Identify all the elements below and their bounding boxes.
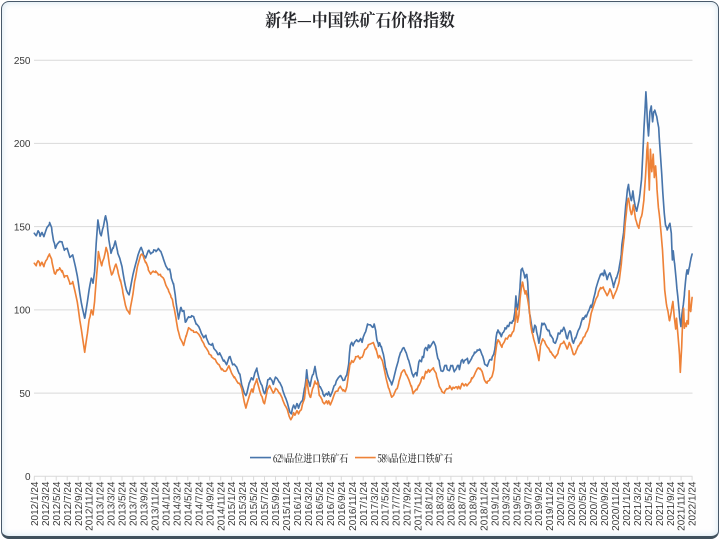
svg-text:2012/9/24: 2012/9/24 — [74, 481, 85, 526]
svg-text:2016/5/24: 2016/5/24 — [315, 481, 326, 526]
svg-text:2021/5/24: 2021/5/24 — [644, 481, 655, 526]
svg-text:2020/9/24: 2020/9/24 — [600, 481, 611, 526]
svg-text:2015/3/24: 2015/3/24 — [238, 481, 249, 526]
svg-text:2017/5/24: 2017/5/24 — [381, 481, 392, 526]
svg-text:2013/9/24: 2013/9/24 — [140, 481, 151, 526]
svg-text:2020/7/24: 2020/7/24 — [589, 481, 600, 526]
svg-text:2015/11/24: 2015/11/24 — [282, 481, 293, 531]
svg-text:2019/1/24: 2019/1/24 — [490, 481, 501, 526]
svg-text:2014/3/24: 2014/3/24 — [172, 481, 183, 526]
svg-text:2017/1/24: 2017/1/24 — [359, 481, 370, 526]
svg-text:2018/1/24: 2018/1/24 — [425, 481, 436, 526]
svg-text:2012/1/24: 2012/1/24 — [30, 481, 41, 526]
svg-text:2014/1/24: 2014/1/24 — [162, 481, 173, 526]
svg-text:2012/3/24: 2012/3/24 — [41, 481, 52, 526]
svg-text:2014/9/24: 2014/9/24 — [205, 481, 216, 526]
svg-text:2013/1/24: 2013/1/24 — [96, 481, 107, 526]
svg-text:2012/5/24: 2012/5/24 — [52, 481, 63, 526]
svg-text:2017/3/24: 2017/3/24 — [370, 481, 381, 526]
svg-text:2020/3/24: 2020/3/24 — [567, 481, 578, 526]
svg-text:2015/9/24: 2015/9/24 — [271, 481, 282, 526]
svg-text:2021/3/24: 2021/3/24 — [633, 481, 644, 526]
svg-text:2017/7/24: 2017/7/24 — [392, 481, 403, 526]
svg-text:2013/5/24: 2013/5/24 — [118, 481, 129, 526]
svg-text:2019/5/24: 2019/5/24 — [512, 481, 523, 526]
svg-text:2020/1/24: 2020/1/24 — [556, 481, 567, 526]
svg-text:2022/1/24: 2022/1/24 — [688, 481, 699, 526]
svg-text:2020/11/24: 2020/11/24 — [611, 481, 622, 531]
svg-text:2017/11/24: 2017/11/24 — [414, 481, 425, 531]
svg-text:2016/11/24: 2016/11/24 — [348, 481, 359, 531]
svg-text:2018/11/24: 2018/11/24 — [479, 481, 490, 531]
svg-text:2021/9/24: 2021/9/24 — [666, 481, 677, 526]
svg-text:2013/3/24: 2013/3/24 — [107, 481, 118, 526]
svg-text:0: 0 — [25, 472, 31, 483]
svg-text:2020/5/24: 2020/5/24 — [578, 481, 589, 526]
svg-text:2014/11/24: 2014/11/24 — [216, 481, 227, 531]
svg-text:2014/7/24: 2014/7/24 — [194, 481, 205, 526]
svg-text:2015/1/24: 2015/1/24 — [227, 481, 238, 526]
svg-text:2018/9/24: 2018/9/24 — [468, 481, 479, 526]
svg-text:2019/3/24: 2019/3/24 — [501, 481, 512, 526]
svg-text:2013/7/24: 2013/7/24 — [129, 481, 140, 526]
svg-text:100: 100 — [14, 306, 31, 317]
svg-text:2012/11/24: 2012/11/24 — [85, 481, 96, 531]
svg-text:2015/5/24: 2015/5/24 — [249, 481, 260, 526]
svg-text:50: 50 — [19, 389, 31, 400]
svg-text:2018/5/24: 2018/5/24 — [447, 481, 458, 526]
svg-text:2016/3/24: 2016/3/24 — [304, 481, 315, 526]
svg-text:2016/1/24: 2016/1/24 — [293, 481, 304, 526]
svg-text:2016/7/24: 2016/7/24 — [326, 481, 337, 526]
svg-text:2017/9/24: 2017/9/24 — [403, 481, 414, 526]
svg-text:2018/3/24: 2018/3/24 — [436, 481, 447, 526]
svg-text:2019/11/24: 2019/11/24 — [545, 481, 556, 531]
svg-text:2019/9/24: 2019/9/24 — [534, 481, 545, 526]
svg-text:2014/5/24: 2014/5/24 — [183, 481, 194, 526]
svg-text:2021/1/24: 2021/1/24 — [622, 481, 633, 526]
svg-text:2012/7/24: 2012/7/24 — [63, 481, 74, 526]
svg-text:200: 200 — [14, 139, 31, 150]
svg-text:2018/7/24: 2018/7/24 — [458, 481, 469, 526]
svg-text:2015/7/24: 2015/7/24 — [260, 481, 271, 526]
svg-text:150: 150 — [14, 222, 31, 233]
svg-text:2019/7/24: 2019/7/24 — [523, 481, 534, 526]
svg-text:2021/7/24: 2021/7/24 — [655, 481, 666, 526]
svg-text:250: 250 — [14, 56, 31, 67]
svg-text:2021/11/24: 2021/11/24 — [677, 481, 688, 531]
svg-text:2016/9/24: 2016/9/24 — [337, 481, 348, 526]
svg-text:2013/11/24: 2013/11/24 — [151, 481, 162, 531]
